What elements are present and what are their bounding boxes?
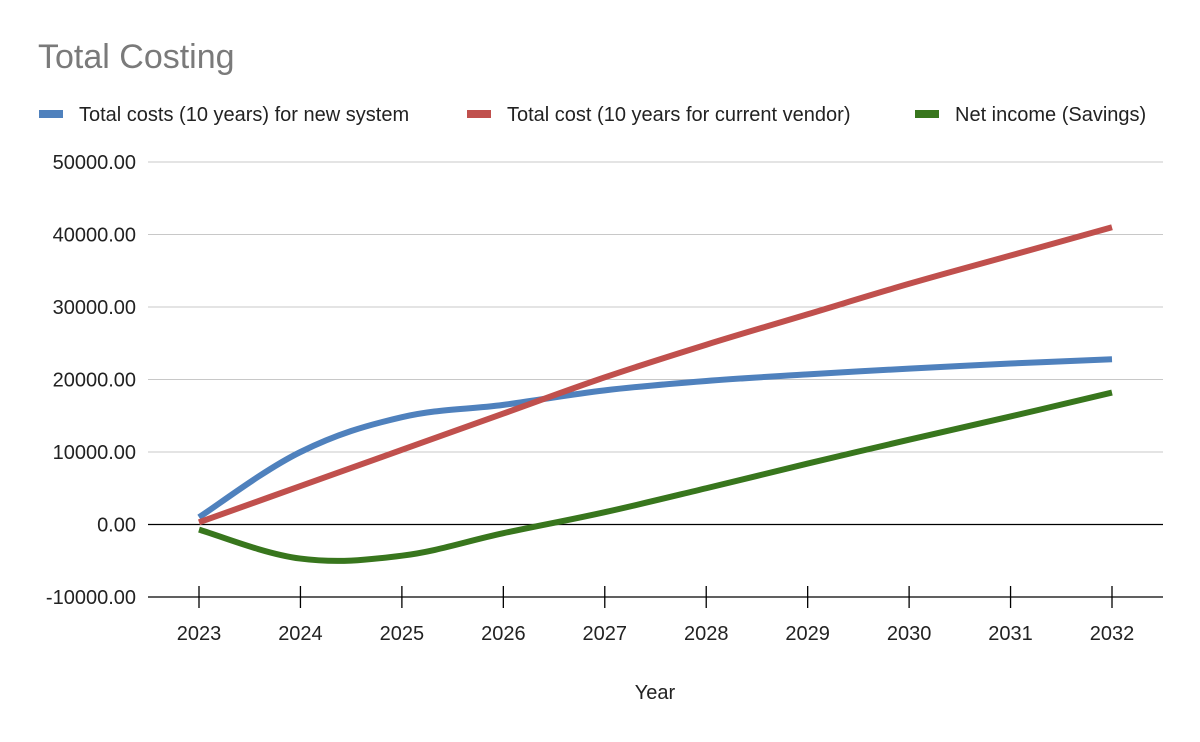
- legend: Total costs (10 years) for new system Tot…: [39, 104, 1146, 126]
- legend-swatch: [915, 110, 939, 118]
- y-tick-label: 10000.00: [53, 442, 136, 464]
- x-tick-label: 2023: [177, 623, 222, 645]
- x-tick-label: 2028: [684, 623, 729, 645]
- x-tick-label: 2031: [988, 623, 1033, 645]
- legend-label: Total costs (10 years) for new system: [79, 104, 409, 126]
- chart-title: Total Costing: [38, 38, 235, 76]
- series-line-3: [198, 389, 1113, 564]
- legend-swatch: [467, 110, 491, 118]
- x-tick-label: 2026: [481, 623, 526, 645]
- legend-label: Net income (Savings): [955, 104, 1146, 126]
- y-tick-label: 40000.00: [53, 225, 136, 247]
- x-tick-label: 2030: [887, 623, 932, 645]
- x-tick-label: 2024: [278, 623, 323, 645]
- x-axis-label: Year: [635, 682, 676, 704]
- y-tick-label: 50000.00: [53, 152, 136, 174]
- series-line-1: [197, 356, 1113, 520]
- x-axis: 2023 2024 2025 2026 2027 2028 2029 2030 2031 2032: [177, 586, 1135, 645]
- x-tick-label: 2029: [785, 623, 830, 645]
- series-line-2: [197, 224, 1113, 526]
- legend-label: Total cost (10 years for current vendor): [507, 104, 850, 126]
- y-tick-label: 30000.00: [53, 297, 136, 319]
- legend-swatch: [39, 110, 63, 118]
- gridlines: [148, 161, 1163, 598]
- x-tick-label: 2027: [583, 623, 628, 645]
- series-lines: [197, 224, 1113, 564]
- y-tick-label: 20000.00: [53, 370, 136, 392]
- x-tick-label: 2025: [380, 623, 425, 645]
- y-tick-label: 0.00: [97, 515, 136, 537]
- y-tick-label: -10000.00: [46, 587, 136, 609]
- x-tick-label: 2032: [1090, 623, 1135, 645]
- y-axis: 50000.00 40000.00 30000.00 20000.00 10000.00…: [46, 152, 136, 609]
